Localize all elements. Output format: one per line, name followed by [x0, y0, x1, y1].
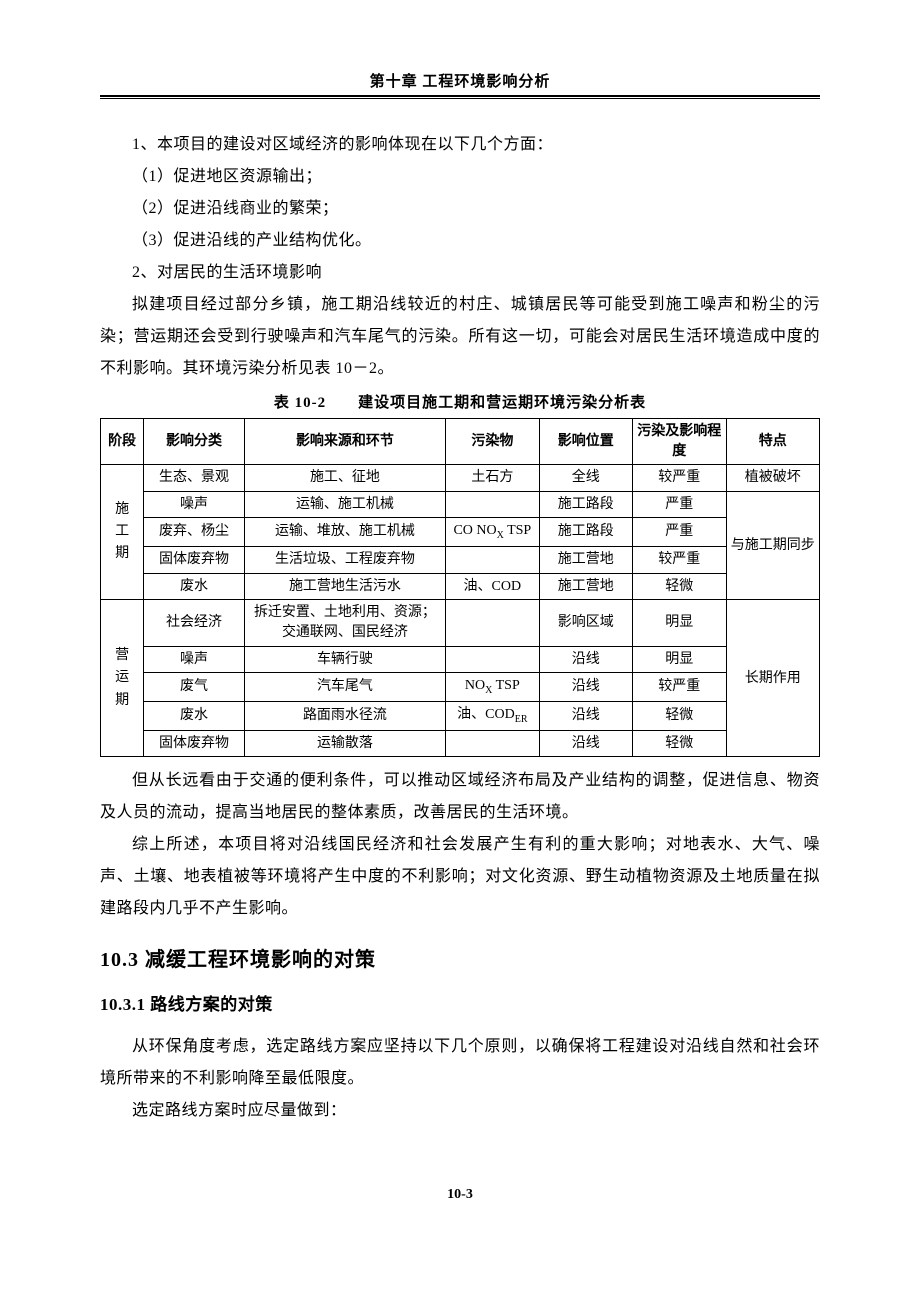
cell: 施工营地生活污水	[244, 573, 445, 600]
cell: 废气	[144, 673, 245, 702]
cell: 固体废弃物	[144, 730, 245, 757]
cell: NOX TSP	[446, 673, 539, 702]
pollution-analysis-table: 阶段 影响分类 影响来源和环节 污染物 影响位置 污染及影响程度 特点 施工期 …	[100, 418, 820, 757]
cell: 沿线	[539, 730, 632, 757]
cell: 严重	[633, 491, 726, 518]
cell: 较严重	[633, 465, 726, 492]
cell: 生活垃圾、工程废弃物	[244, 547, 445, 574]
table-row: 施工期 生态、景观 施工、征地 土石方 全线 较严重 植被破坏	[101, 465, 820, 492]
cell: 废水	[144, 701, 245, 730]
cell: 轻微	[633, 730, 726, 757]
cell	[446, 730, 539, 757]
page-header: 第十章 工程环境影响分析	[100, 70, 820, 95]
section-heading-10-3: 10.3 减缓工程环境影响的对策	[100, 943, 820, 972]
cell: 较严重	[633, 673, 726, 702]
section-para-1: 从环保角度考虑，选定路线方案应坚持以下几个原则，以确保将工程建设对沿线自然和社会…	[100, 1031, 820, 1095]
cell: 油、CODER	[446, 701, 539, 730]
para-main-1: 拟建项目经过部分乡镇，施工期沿线较近的村庄、城镇居民等可能受到施工噪声和粉尘的污…	[100, 289, 820, 385]
th-source: 影响来源和环节	[244, 419, 445, 465]
th-pollutant: 污染物	[446, 419, 539, 465]
cell: 施工路段	[539, 518, 632, 547]
th-category: 影响分类	[144, 419, 245, 465]
cell: 社会经济	[144, 600, 245, 646]
table-row: 噪声 运输、施工机械 施工路段 严重 与施工期同步	[101, 491, 820, 518]
cell: 油、COD	[446, 573, 539, 600]
cell: 全线	[539, 465, 632, 492]
cell: 轻微	[633, 701, 726, 730]
cell	[446, 491, 539, 518]
th-phase: 阶段	[101, 419, 144, 465]
cell: 生态、景观	[144, 465, 245, 492]
cell: 运输、施工机械	[244, 491, 445, 518]
phase-construction: 施工期	[101, 465, 144, 600]
cell: 沿线	[539, 646, 632, 673]
table-header-row: 阶段 影响分类 影响来源和环节 污染物 影响位置 污染及影响程度 特点	[101, 419, 820, 465]
cell: 噪声	[144, 491, 245, 518]
cell: 沿线	[539, 701, 632, 730]
th-feature: 特点	[726, 419, 820, 465]
table-row: 噪声 车辆行驶 沿线 明显	[101, 646, 820, 673]
cell	[446, 646, 539, 673]
cell: 施工路段	[539, 491, 632, 518]
cell: 施工营地	[539, 547, 632, 574]
cell: 明显	[633, 600, 726, 646]
list-item-2: （2）促进沿线商业的繁荣；	[100, 193, 820, 225]
page-number: 10-3	[100, 1187, 820, 1203]
table-row: 废水 施工营地生活污水 油、COD 施工营地 轻微	[101, 573, 820, 600]
table-row: 固体废弃物 生活垃圾、工程废弃物 施工营地 较严重	[101, 547, 820, 574]
th-location: 影响位置	[539, 419, 632, 465]
cell: 沿线	[539, 673, 632, 702]
section-para-2: 选定路线方案时应尽量做到：	[100, 1095, 820, 1127]
feature-operation: 长期作用	[726, 600, 820, 757]
cell: 固体废弃物	[144, 547, 245, 574]
para-intro-1: 1、本项目的建设对区域经济的影响体现在以下几个方面：	[100, 129, 820, 161]
cell: 土石方	[446, 465, 539, 492]
table-row: 固体废弃物 运输散落 沿线 轻微	[101, 730, 820, 757]
cell: 明显	[633, 646, 726, 673]
header-rule	[100, 95, 820, 99]
para-after-table-1: 但从长远看由于交通的便利条件，可以推动区域经济布局及产业结构的调整，促进信息、物…	[100, 765, 820, 829]
cell: CO NOX TSP	[446, 518, 539, 547]
cell	[446, 600, 539, 646]
cell: 影响区域	[539, 600, 632, 646]
cell: 噪声	[144, 646, 245, 673]
table-row: 废水 路面雨水径流 油、CODER 沿线 轻微	[101, 701, 820, 730]
cell: 废弃、杨尘	[144, 518, 245, 547]
cell: 施工营地	[539, 573, 632, 600]
cell: 运输散落	[244, 730, 445, 757]
cell: 植被破坏	[726, 465, 820, 492]
feature-construction: 与施工期同步	[726, 491, 820, 600]
cell	[446, 547, 539, 574]
th-degree: 污染及影响程度	[633, 419, 726, 465]
cell: 施工、征地	[244, 465, 445, 492]
para-intro-2: 2、对居民的生活环境影响	[100, 257, 820, 289]
table-caption: 表 10-2 建设项目施工期和营运期环境污染分析表	[100, 391, 820, 412]
cell: 运输、堆放、施工机械	[244, 518, 445, 547]
table-row: 废弃、杨尘 运输、堆放、施工机械 CO NOX TSP 施工路段 严重	[101, 518, 820, 547]
cell: 严重	[633, 518, 726, 547]
cell: 拆迁安置、土地利用、资源；交通联网、国民经济	[244, 600, 445, 646]
cell: 路面雨水径流	[244, 701, 445, 730]
list-item-3: （3）促进沿线的产业结构优化。	[100, 225, 820, 257]
cell: 汽车尾气	[244, 673, 445, 702]
cell: 废水	[144, 573, 245, 600]
table-row: 废气 汽车尾气 NOX TSP 沿线 较严重	[101, 673, 820, 702]
phase-operation: 营运期	[101, 600, 144, 757]
cell: 车辆行驶	[244, 646, 445, 673]
section-heading-10-3-1: 10.3.1 路线方案的对策	[100, 990, 820, 1015]
cell: 轻微	[633, 573, 726, 600]
cell: 较严重	[633, 547, 726, 574]
para-after-table-2: 综上所述，本项目将对沿线国民经济和社会发展产生有利的重大影响；对地表水、大气、噪…	[100, 829, 820, 925]
list-item-1: （1）促进地区资源输出；	[100, 161, 820, 193]
